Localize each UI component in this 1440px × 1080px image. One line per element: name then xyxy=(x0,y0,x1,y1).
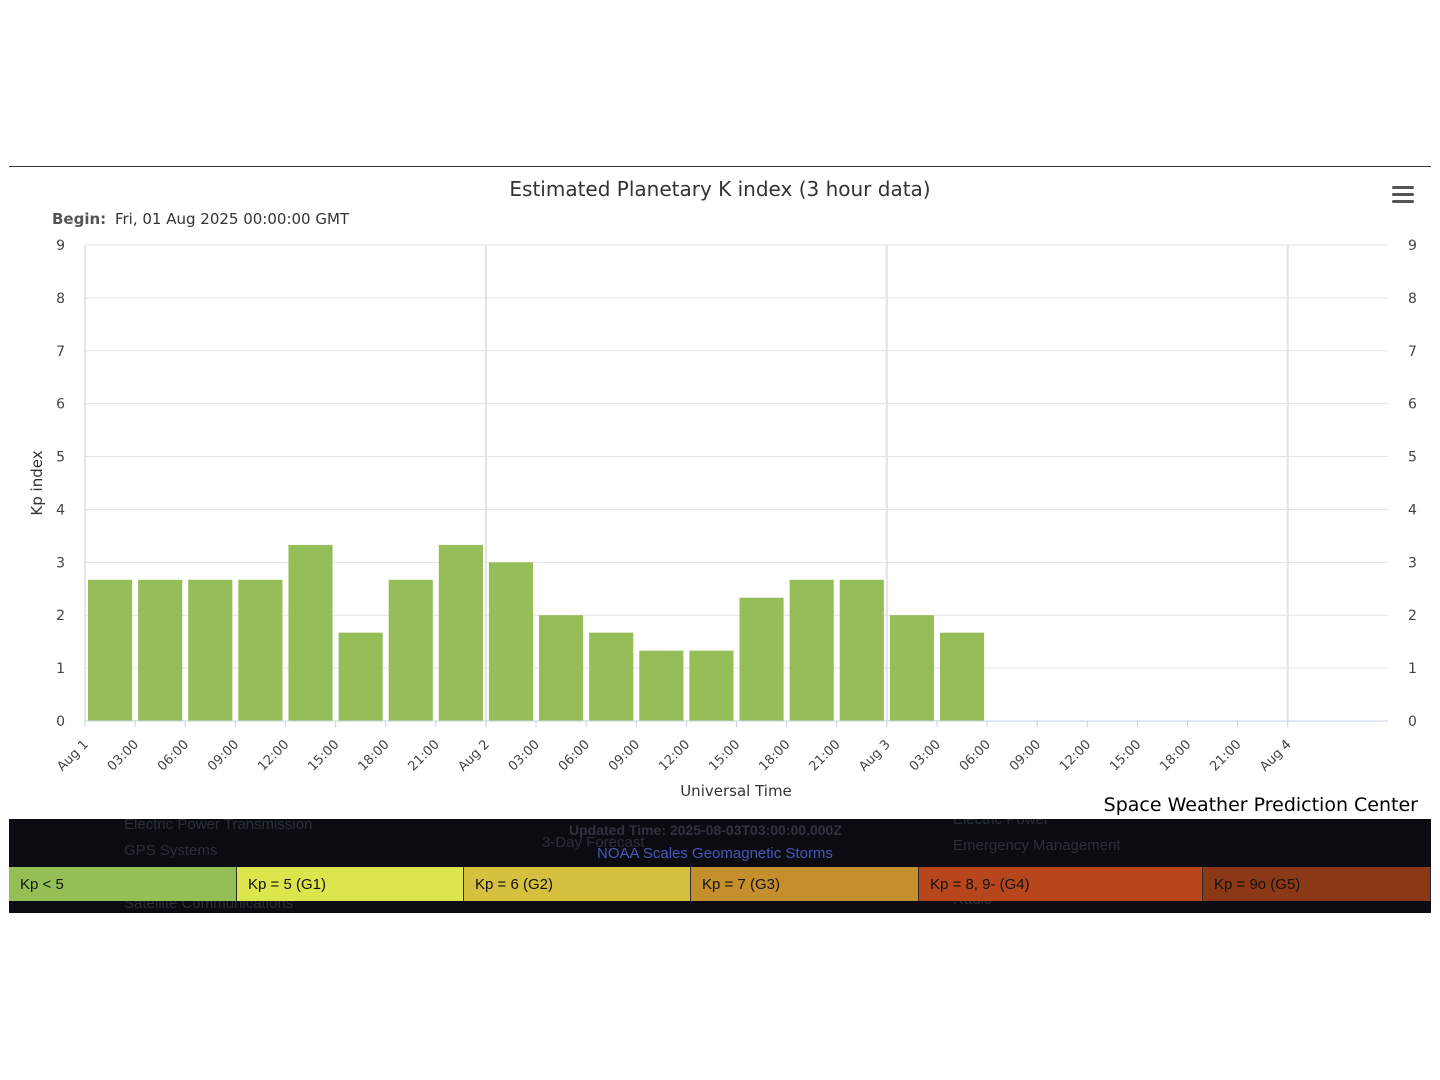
kp-bar xyxy=(438,544,483,721)
kp-bar xyxy=(589,632,634,721)
kp-bar xyxy=(88,579,133,721)
x-tick-label: 12:00 xyxy=(656,737,693,774)
legend-cell: Kp = 6 (G2) xyxy=(464,867,691,901)
kp-bar xyxy=(338,632,383,721)
kp-bar xyxy=(839,579,884,721)
x-tick-label: 12:00 xyxy=(1057,737,1094,774)
background-text: Emergency Management xyxy=(953,837,1121,854)
x-axis-title: Universal Time xyxy=(680,782,792,800)
x-tick-label: 03:00 xyxy=(105,737,142,774)
menu-line xyxy=(1392,200,1414,203)
y-tick-label: 8 xyxy=(56,291,65,307)
y-tick-label: 2 xyxy=(56,608,65,624)
kp-bar xyxy=(188,579,233,721)
kp-bar xyxy=(739,597,784,721)
menu-line xyxy=(1392,193,1414,196)
chart-title: Estimated Planetary K index (3 hour data… xyxy=(509,177,930,201)
background-text: GPS Systems xyxy=(124,842,218,859)
y2-tick-label: 2 xyxy=(1408,608,1417,624)
kp-bar xyxy=(288,544,333,721)
y2-tick-label: 6 xyxy=(1408,397,1417,413)
background-text: Electric Power Transmission xyxy=(124,819,313,833)
x-tick-label: 21:00 xyxy=(406,737,443,774)
x-tick-label: 03:00 xyxy=(506,737,543,774)
x-tick-label: 09:00 xyxy=(606,737,643,774)
y2-tick-label: 0 xyxy=(1408,714,1417,730)
kp-bar xyxy=(488,562,534,721)
x-tick-label: 06:00 xyxy=(155,737,192,774)
y-tick-label: 0 xyxy=(56,714,65,730)
x-tick-label: 15:00 xyxy=(305,737,342,774)
x-tick-label: 06:00 xyxy=(556,737,593,774)
x-tick-label: 15:00 xyxy=(706,737,743,774)
y-tick-label: 3 xyxy=(56,555,65,571)
y-tick-label: 5 xyxy=(56,450,65,466)
grid-lines xyxy=(84,244,1388,722)
y-axis-title: Kp index xyxy=(28,450,46,515)
hamburger-menu-icon[interactable] xyxy=(1392,186,1416,206)
legend-cell: Kp < 5 xyxy=(9,867,237,901)
top-divider xyxy=(9,166,1431,167)
kp-bar xyxy=(539,615,584,721)
x-tick-label: Aug 2 xyxy=(455,737,492,774)
x-tick-label: 15:00 xyxy=(1107,737,1144,774)
kp-bar xyxy=(939,632,985,721)
x-tick-label: 09:00 xyxy=(1007,737,1044,774)
x-tick-label: 18:00 xyxy=(355,737,392,774)
y-tick-label: 1 xyxy=(56,661,65,677)
x-tick-label: 18:00 xyxy=(1157,737,1194,774)
credit-label: Space Weather Prediction Center xyxy=(1103,794,1418,816)
noaa-scales-link[interactable]: NOAA Scales Geomagnetic Storms xyxy=(597,845,833,862)
kp-bar xyxy=(138,579,183,721)
kp-bar xyxy=(639,650,684,721)
kp-bar xyxy=(689,650,734,721)
y2-tick-label: 4 xyxy=(1408,502,1417,518)
subtitle-label: Begin: xyxy=(52,210,106,228)
x-tick-label: Aug 4 xyxy=(1257,737,1294,774)
x-tick-label: 06:00 xyxy=(957,737,994,774)
y-tick-label: 4 xyxy=(56,502,65,518)
y2-tick-label: 5 xyxy=(1408,450,1417,466)
y2-tick-label: 3 xyxy=(1408,555,1417,571)
x-tick-label: 18:00 xyxy=(756,737,793,774)
kp-bar xyxy=(789,579,834,721)
y2-tick-label: 7 xyxy=(1408,344,1417,360)
x-tick-label: 21:00 xyxy=(1207,737,1244,774)
bars xyxy=(88,544,985,721)
kp-bar xyxy=(238,579,283,721)
y-tick-label: 6 xyxy=(56,397,65,413)
x-tick-label: 12:00 xyxy=(255,737,292,774)
subtitle-value: Fri, 01 Aug 2025 00:00:00 GMT xyxy=(115,210,350,228)
y-tick-label: 9 xyxy=(56,238,65,254)
noaa-scales-panel: Electric Power Transmission GPS Systems … xyxy=(9,819,1431,913)
kp-legend-bar: Kp < 5 Kp = 5 (G1) Kp = 6 (G2) Kp = 7 (G3) K… xyxy=(9,867,1431,901)
updated-time: Updated Time: 2025-08-03T03:00:00.000Z xyxy=(569,822,842,838)
background-text: Electric Power xyxy=(953,819,1049,828)
legend-cell: Kp = 8, 9- (G4) xyxy=(919,867,1203,901)
x-tick-label: Aug 1 xyxy=(54,737,91,774)
kp-bar xyxy=(388,579,433,721)
legend-cell: Kp = 7 (G3) xyxy=(691,867,919,901)
y-tick-label: 7 xyxy=(56,344,65,360)
legend-cell: Kp = 9o (G5) xyxy=(1203,867,1431,901)
x-tick-label: 03:00 xyxy=(907,737,944,774)
kp-bar xyxy=(889,615,934,721)
background-text: 3-Day Forecast xyxy=(542,834,645,851)
kp-chart: 0 0 1 1 2 2 3 3 4 4 5 5 6 6 7 7 8 8 9 9 Aug 1 03:00 06:00 09:00… xyxy=(28,177,1417,800)
y2-tick-label: 1 xyxy=(1408,661,1417,677)
x-tick-label: 21:00 xyxy=(806,737,843,774)
x-tick-label: 09:00 xyxy=(205,737,242,774)
y2-tick-label: 9 xyxy=(1408,238,1417,254)
x-tick-label: Aug 3 xyxy=(856,737,893,774)
menu-line xyxy=(1392,186,1414,189)
chart-subtitle: Begin: Fri, 01 Aug 2025 00:00:00 GMT xyxy=(52,210,350,228)
y2-tick-label: 8 xyxy=(1408,291,1417,307)
legend-cell: Kp = 5 (G1) xyxy=(237,867,464,901)
